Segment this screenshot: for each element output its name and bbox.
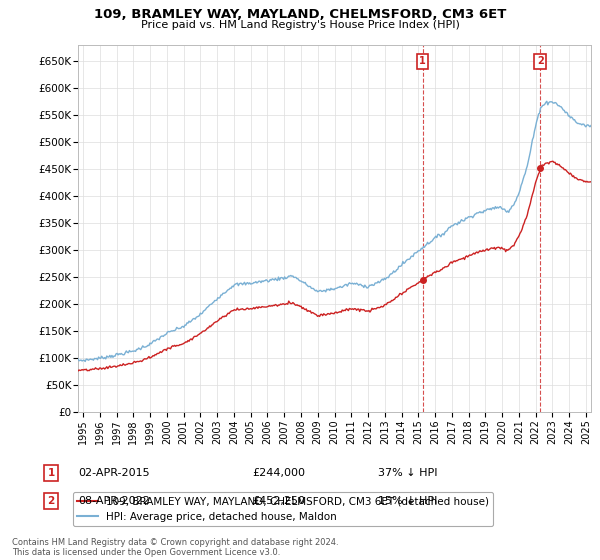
- Text: £244,000: £244,000: [252, 468, 305, 478]
- Text: 1: 1: [47, 468, 55, 478]
- Text: Contains HM Land Registry data © Crown copyright and database right 2024.
This d: Contains HM Land Registry data © Crown c…: [12, 538, 338, 557]
- Text: 37% ↓ HPI: 37% ↓ HPI: [378, 468, 437, 478]
- Text: 109, BRAMLEY WAY, MAYLAND, CHELMSFORD, CM3 6ET: 109, BRAMLEY WAY, MAYLAND, CHELMSFORD, C…: [94, 8, 506, 21]
- Legend: 109, BRAMLEY WAY, MAYLAND, CHELMSFORD, CM3 6ET (detached house), HPI: Average pr: 109, BRAMLEY WAY, MAYLAND, CHELMSFORD, C…: [73, 492, 493, 526]
- Text: 2: 2: [47, 496, 55, 506]
- Text: 2: 2: [537, 57, 544, 66]
- Text: 1: 1: [419, 57, 426, 66]
- Text: 02-APR-2015: 02-APR-2015: [78, 468, 149, 478]
- Text: 15% ↓ HPI: 15% ↓ HPI: [378, 496, 437, 506]
- Text: 08-APR-2022: 08-APR-2022: [78, 496, 150, 506]
- Text: Price paid vs. HM Land Registry's House Price Index (HPI): Price paid vs. HM Land Registry's House …: [140, 20, 460, 30]
- Text: £452,250: £452,250: [252, 496, 305, 506]
